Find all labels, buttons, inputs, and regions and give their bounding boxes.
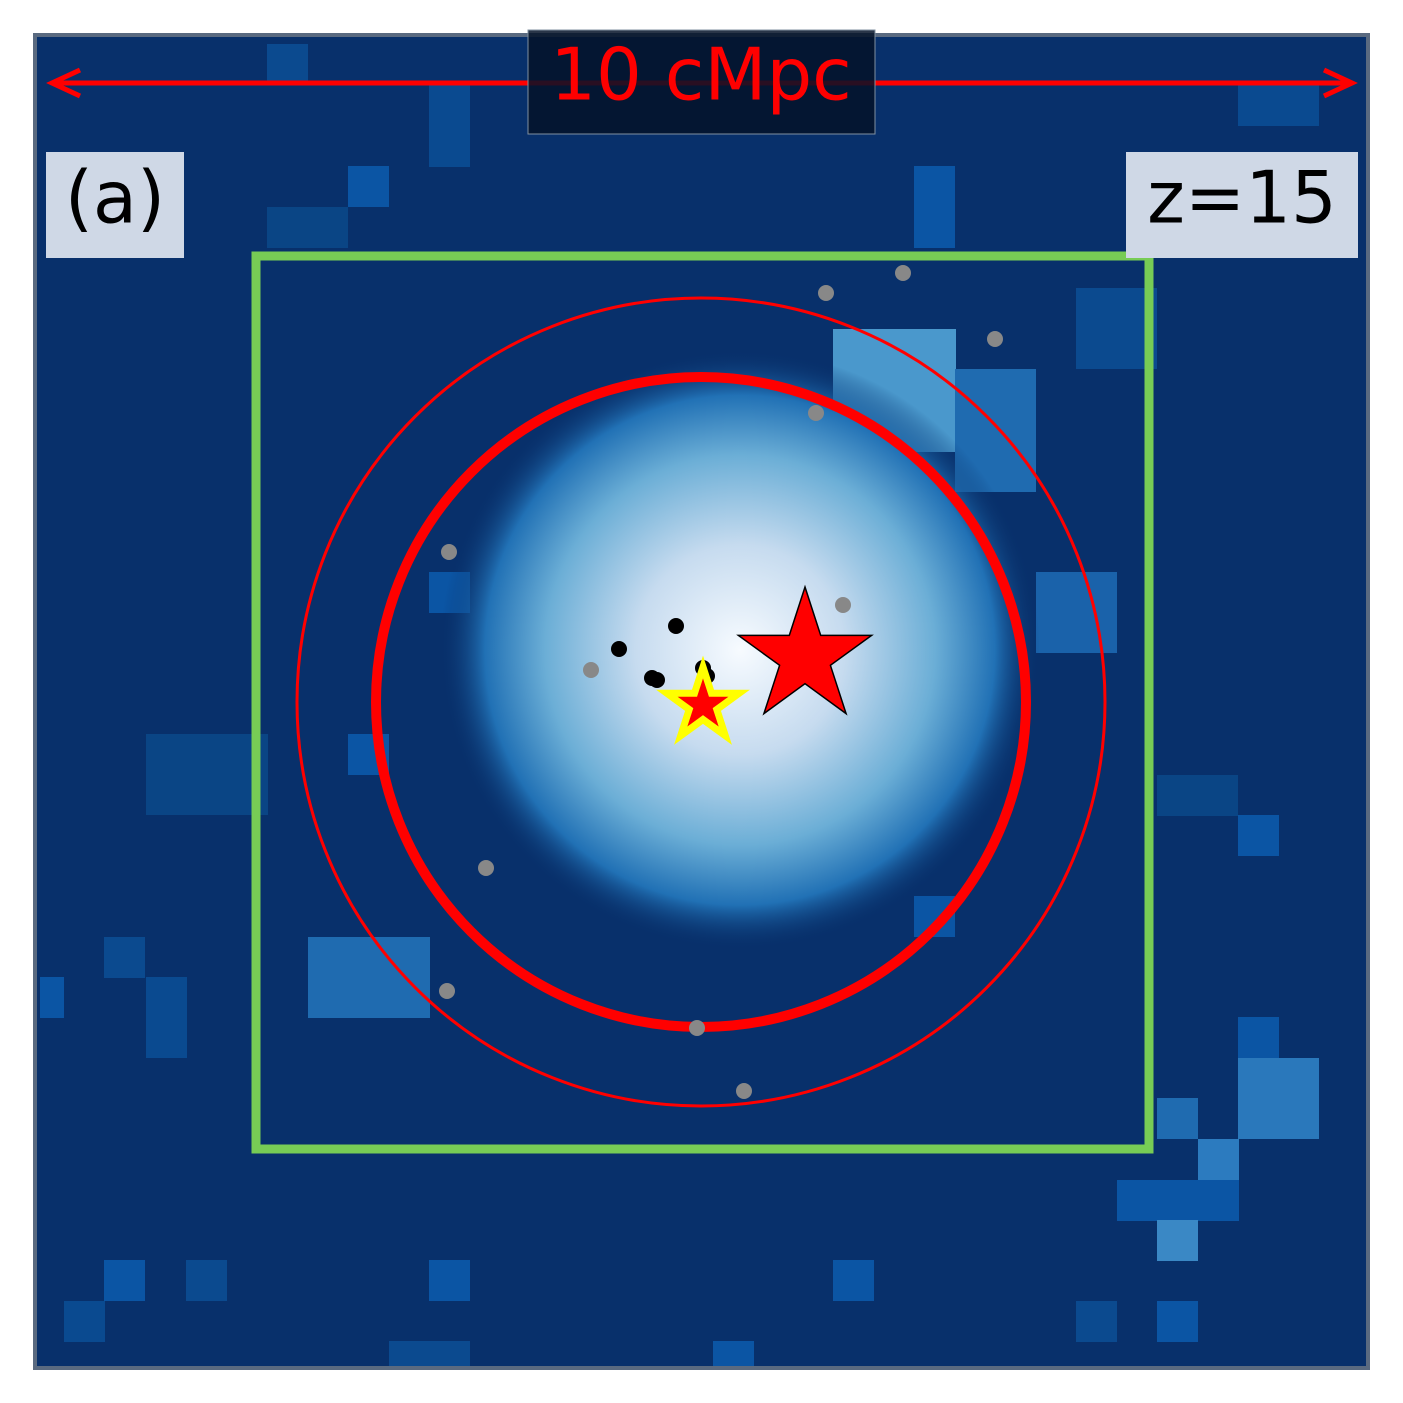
- scale-label-box: [527, 29, 876, 135]
- outer-circle: [295, 296, 1107, 1108]
- redshift-label-box: [1126, 152, 1358, 258]
- scale-label: 10 cMpc: [550, 33, 852, 117]
- panel-label: (a): [65, 156, 165, 240]
- panel-label-box: [46, 152, 184, 258]
- main-halo-star: [736, 584, 874, 716]
- redshift-label: z=15: [1147, 156, 1337, 240]
- density-pixels: [40, 44, 1319, 1366]
- gray-points: [439, 265, 1003, 1099]
- secondary-star: [656, 655, 750, 745]
- zoom-box: [251, 251, 1154, 1154]
